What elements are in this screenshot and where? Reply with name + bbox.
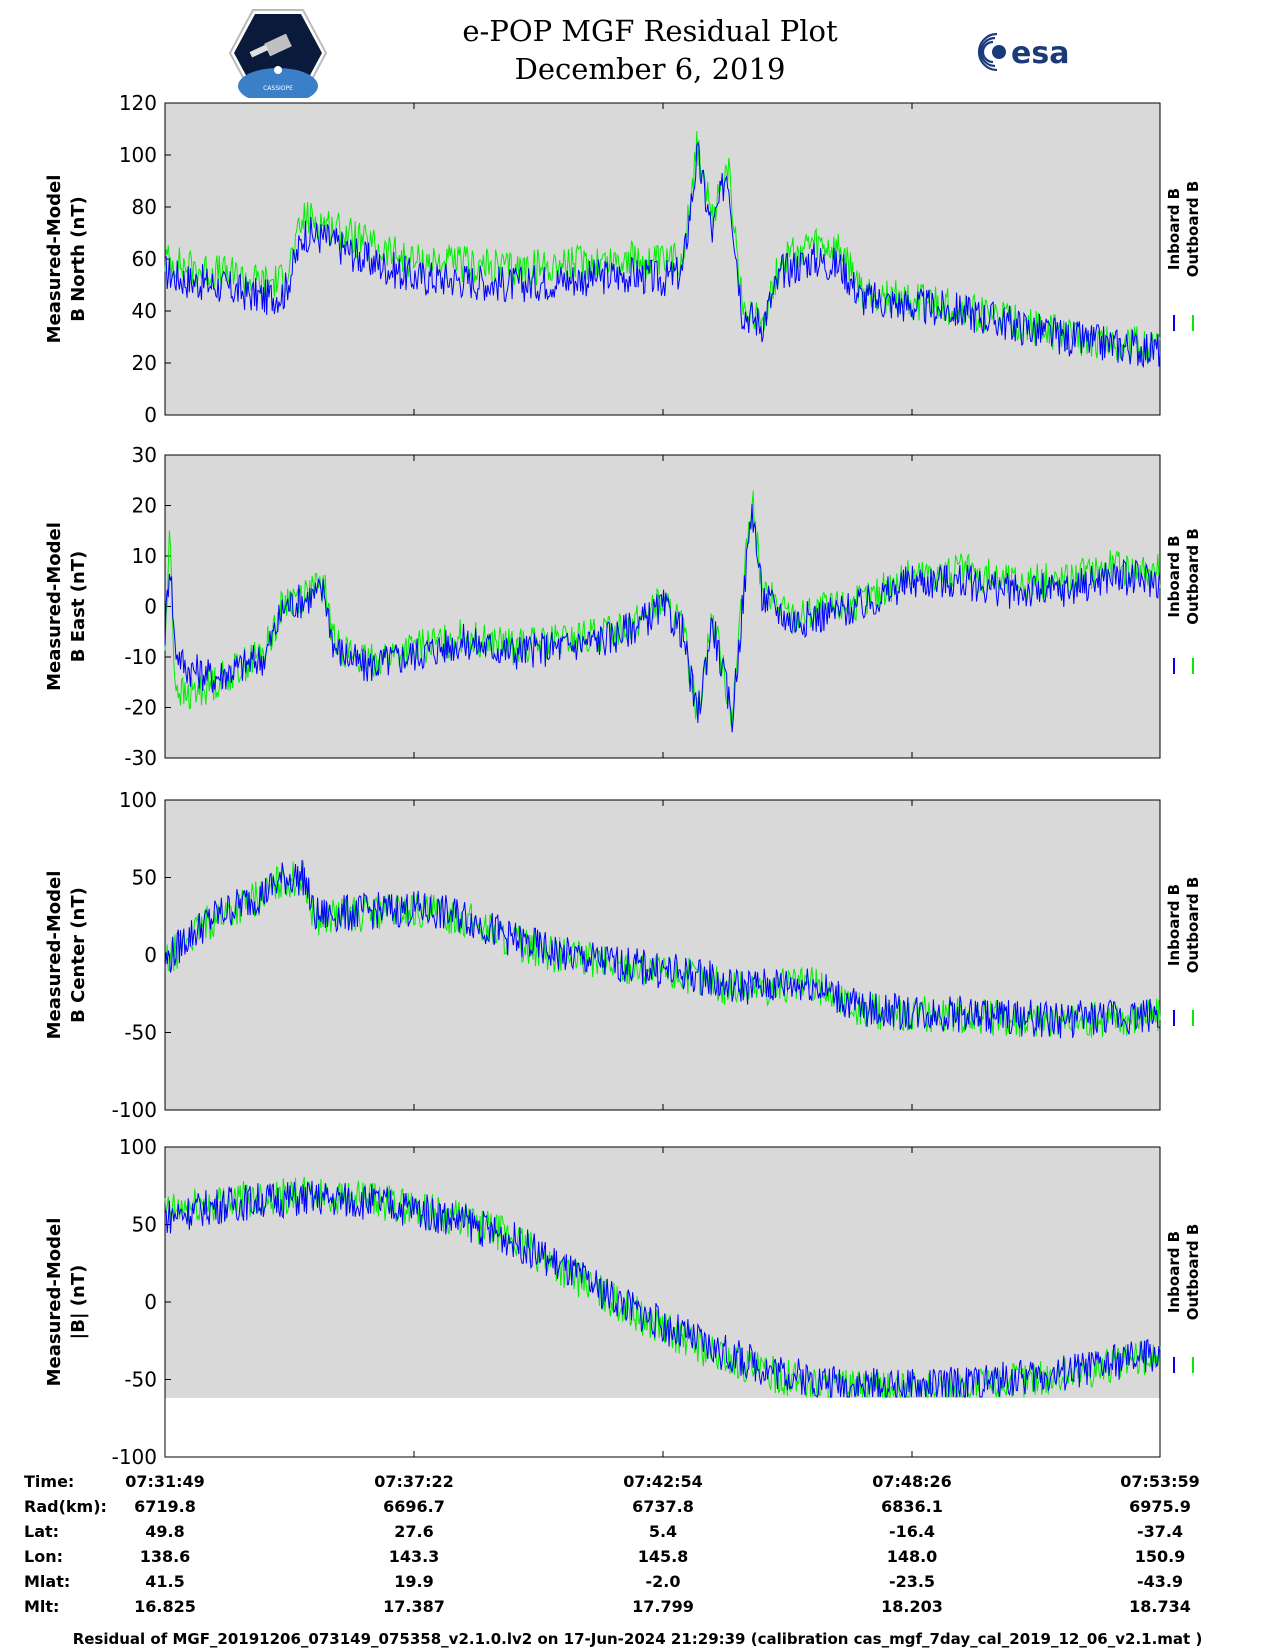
- panel-1-ylabel-line1: Measured-Model: [44, 175, 65, 344]
- panel-2-legend-inboard: Inboard B: [1165, 535, 1183, 617]
- table-cell: -16.4: [888, 1522, 936, 1541]
- panel-1-background: [165, 103, 1160, 415]
- panel-4-ylabel-line1: Measured-Model: [44, 1218, 65, 1387]
- panel-4-series-outboard: [164, 1176, 1161, 1399]
- panel-4-legend-outboard: Outboard B: [1184, 1224, 1202, 1321]
- panel-3-ytick-label: 100: [119, 788, 157, 812]
- table-row-label: Lat:: [24, 1522, 60, 1541]
- panel-2-ylabel-line1: Measured-Model: [44, 522, 65, 691]
- panel-2-ytick-label: 10: [132, 544, 157, 568]
- table-cell: 17.387: [383, 1597, 445, 1616]
- panel-2-ytick-label: 30: [132, 443, 157, 467]
- panel-4-ytick-label: -50: [124, 1368, 157, 1392]
- plot-title: e-POP MGF Residual Plot: [462, 14, 838, 48]
- panel-1-ytick-label: 60: [132, 247, 157, 271]
- table-cell: 07:42:54: [623, 1472, 703, 1491]
- table-cell: 07:53:59: [1120, 1472, 1200, 1491]
- table-cell: -43.9: [1136, 1572, 1184, 1591]
- table-row-label: Time:: [24, 1472, 75, 1491]
- table-cell: 18.734: [1129, 1597, 1191, 1616]
- panel-4-ytick-label: -100: [112, 1445, 157, 1469]
- table-cell: 07:48:26: [872, 1472, 952, 1491]
- panel-2-legend-outboard: Outboard B: [1184, 528, 1202, 625]
- panel-4-ytick-label: 100: [119, 1135, 157, 1159]
- panel-3-series-outboard: [164, 860, 1161, 1038]
- panel-2-ytick-label: -20: [124, 696, 157, 720]
- panel-2-ytick-label: -10: [124, 645, 157, 669]
- table-cell: 148.0: [886, 1547, 938, 1566]
- panel-1-ytick-label: 120: [119, 91, 157, 115]
- plot-date: December 6, 2019: [514, 52, 786, 86]
- table-cell: 5.4: [648, 1522, 678, 1541]
- panel-1-legend-outboard: Outboard B: [1184, 181, 1202, 278]
- panel-1-ytick-label: 100: [119, 143, 157, 167]
- panel-3-ytick-label: 0: [144, 943, 157, 967]
- esa-logo: esa: [977, 32, 1069, 72]
- panel-1-ytick-label: 40: [132, 299, 157, 323]
- panel-1-series-inboard: [164, 141, 1161, 369]
- table-cell: 16.825: [134, 1597, 196, 1616]
- table-cell: 17.799: [632, 1597, 694, 1616]
- table-cell: 6696.7: [383, 1497, 445, 1516]
- panel-4-legend-inboard: Inboard B: [1165, 1231, 1183, 1313]
- table-cell: 138.6: [139, 1547, 191, 1566]
- panel-1-ytick-label: 80: [132, 195, 157, 219]
- footer-caption: Residual of MGF_20191206_073149_075358_v…: [72, 1630, 1203, 1648]
- panel-1-legend-inboard: Inboard B: [1165, 188, 1183, 270]
- table-cell: 07:31:49: [125, 1472, 205, 1491]
- panel-4-series-inboard: [164, 1180, 1161, 1398]
- table-cell: 41.5: [145, 1572, 185, 1591]
- esa-logo-text: esa: [1011, 36, 1069, 71]
- table-cell: 145.8: [637, 1547, 689, 1566]
- panel-4-ytick-label: 50: [132, 1213, 157, 1237]
- table-cell: 49.8: [145, 1522, 185, 1541]
- panel-2-ylabel-line2: B East (nT): [68, 551, 89, 663]
- table-row-label: Rad(km):: [24, 1497, 107, 1516]
- table-cell: 18.203: [881, 1597, 943, 1616]
- panel-1-ylabel-line2: B North (nT): [68, 196, 89, 322]
- table-cell: -23.5: [888, 1572, 936, 1591]
- panel-2-ytick-label: 0: [144, 595, 157, 619]
- cassiope-logo-text: CASSIOPE: [263, 85, 293, 92]
- panel-3-ytick-label: -50: [124, 1021, 157, 1045]
- table-cell: 19.9: [394, 1572, 434, 1591]
- panel-3-legend-outboard: Outboard B: [1184, 877, 1202, 974]
- table-cell: 07:37:22: [374, 1472, 454, 1491]
- table-cell: 6836.1: [881, 1497, 943, 1516]
- panel-1-ytick-label: 0: [144, 403, 157, 427]
- panel-1-ytick-label: 20: [132, 351, 157, 375]
- panel-2-series-outboard: [164, 490, 1161, 726]
- table-cell: 6737.8: [632, 1497, 694, 1516]
- panel-2-series-inboard: [164, 503, 1161, 733]
- panel-3-legend-inboard: Inboard B: [1165, 884, 1183, 966]
- panel-3-ylabel-line1: Measured-Model: [44, 871, 65, 1040]
- panel-3-ytick-label: 50: [132, 866, 157, 890]
- table-cell: 6975.9: [1129, 1497, 1191, 1516]
- table-row-label: Mlt:: [24, 1597, 60, 1616]
- panel-4-background: [165, 1147, 1160, 1398]
- table-cell: 150.9: [1134, 1547, 1186, 1566]
- table-cell: -37.4: [1136, 1522, 1184, 1541]
- table-row-label: Mlat:: [24, 1572, 71, 1591]
- panel-4-ytick-label: 0: [144, 1290, 157, 1314]
- panel-2-ytick-label: 20: [132, 494, 157, 518]
- panel-4-ylabel-line2: |B| (nT): [68, 1265, 89, 1340]
- panel-3-ytick-label: -100: [112, 1098, 157, 1122]
- table-cell: 6719.8: [134, 1497, 196, 1516]
- table-row-label: Lon:: [24, 1547, 63, 1566]
- panel-3-series-inboard: [164, 859, 1161, 1039]
- table-cell: 143.3: [388, 1547, 440, 1566]
- panel-3-ylabel-line2: B Center (nT): [68, 887, 89, 1023]
- table-cell: -2.0: [645, 1572, 681, 1591]
- panel-2-ytick-label: -30: [124, 746, 157, 770]
- panel-3-background: [165, 800, 1160, 1110]
- table-cell: 27.6: [394, 1522, 434, 1541]
- cassiope-logo: CASSIOPE: [228, 9, 328, 98]
